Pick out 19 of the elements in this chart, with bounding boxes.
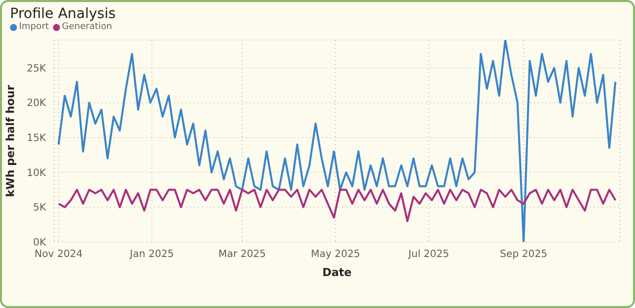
x-tick-label: Nov 2024 [34,249,83,260]
x-tick-label: May 2025 [310,249,360,260]
y-tick-label: 20K [26,98,46,110]
x-tick-label: Mar 2025 [218,249,266,260]
line-series [58,188,616,222]
y-tick-label: 5K [33,202,46,214]
y-axis-title: kWh per half hour [4,84,17,197]
legend-label: Generation [60,22,112,32]
x-axis-title: Date [322,266,352,279]
y-tick-label: 10K [26,168,46,179]
x-tick-label: Jan 2025 [128,249,174,260]
y-tick-label: 25K [26,63,46,74]
line-series [58,40,616,242]
y-tick-label: 0K [33,238,46,249]
legend-label: Import [18,22,49,32]
x-tick-label: Sep 2025 [500,249,548,260]
y-tick-label: 15K [26,133,46,144]
x-tick-label: Jul 2025 [407,249,450,260]
chart-title: Profile Analysis [10,6,117,22]
